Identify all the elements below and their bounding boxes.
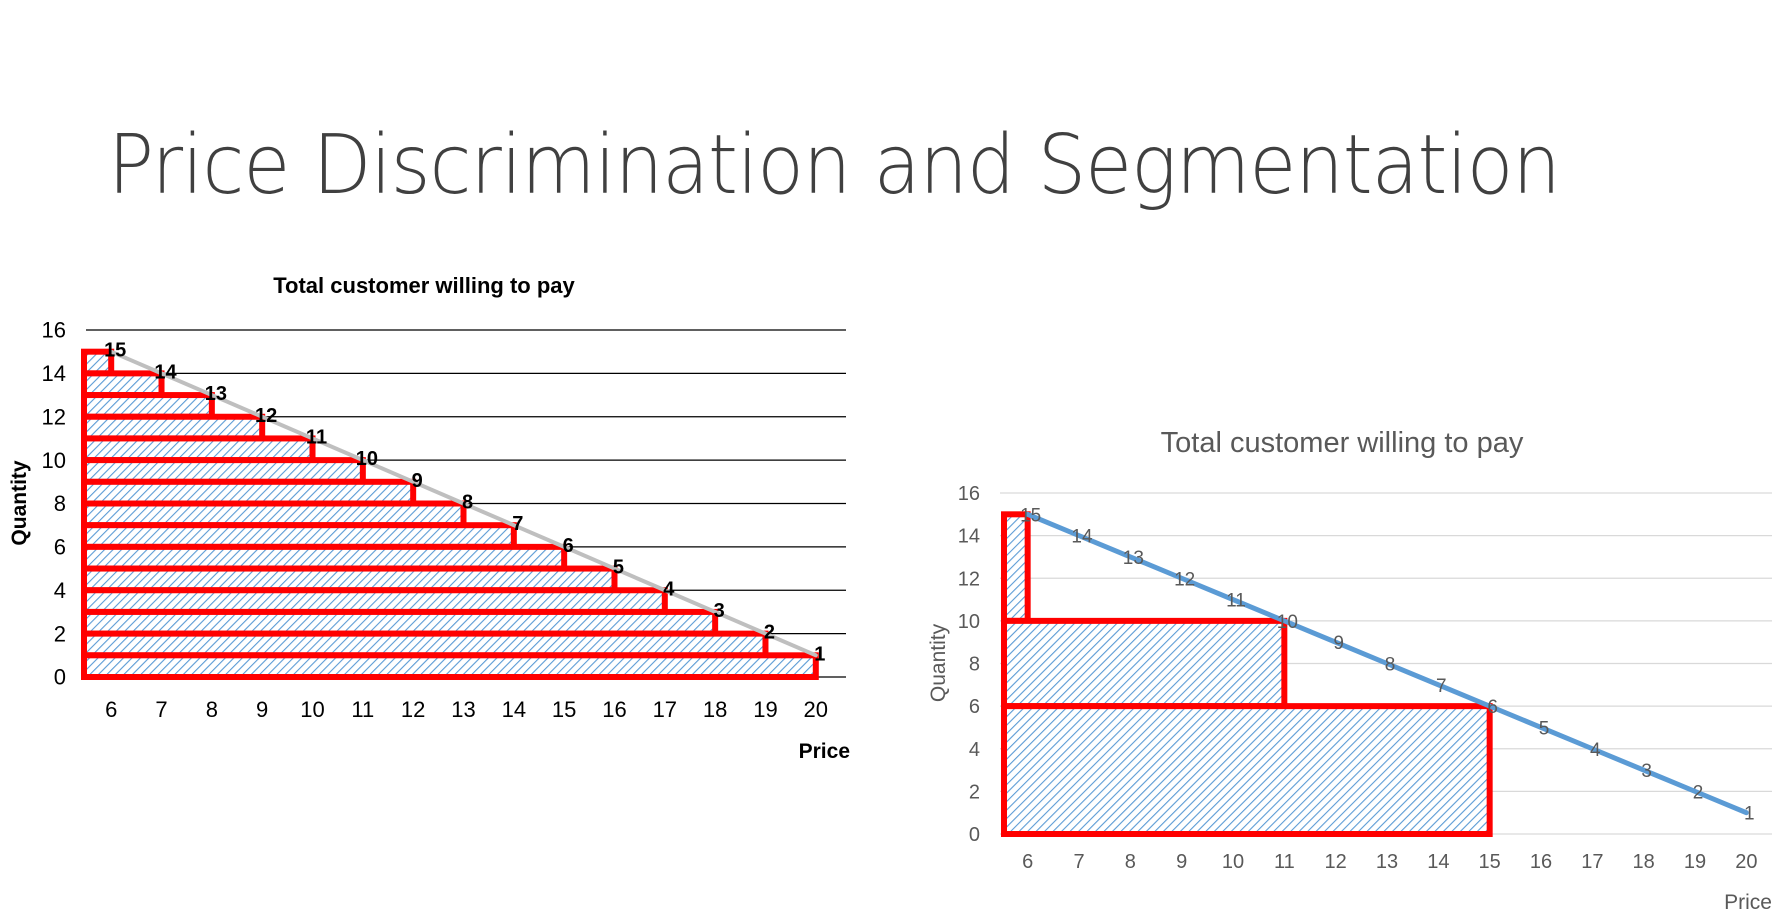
x-tick-label: 18 [1633, 851, 1655, 873]
x-tick-label: 9 [256, 697, 268, 722]
y-tick-label: 2 [54, 621, 66, 646]
x-tick-label: 11 [1274, 851, 1295, 873]
data-label: 15 [1020, 505, 1041, 526]
data-label: 4 [663, 578, 675, 600]
data-label: 15 [104, 340, 126, 362]
x-tick-label: 12 [1325, 851, 1347, 873]
x-tick-label: 9 [1176, 851, 1187, 873]
data-label: 5 [1539, 718, 1550, 739]
x-tick-label: 7 [155, 697, 167, 722]
y-tick-label: 0 [969, 824, 980, 846]
chart-title: Total customer willing to pay [1161, 427, 1524, 459]
x-tick-label: 17 [1581, 851, 1603, 873]
data-label: 8 [462, 492, 473, 514]
x-tick-label: 8 [206, 697, 218, 722]
data-label: 9 [1333, 633, 1344, 654]
data-label: 8 [1385, 655, 1396, 676]
x-tick-label: 19 [1684, 851, 1706, 873]
y-tick-label: 8 [969, 654, 980, 676]
y-tick-label: 16 [958, 483, 980, 505]
x-tick-label: 10 [1222, 851, 1244, 873]
segment-bar [1001, 511, 1031, 624]
x-axis-title: Price [1724, 891, 1772, 914]
y-tick-label: 10 [42, 448, 66, 473]
data-label: 9 [412, 470, 423, 492]
y-tick-label: 6 [969, 696, 980, 718]
x-tick-label: 10 [300, 697, 324, 722]
y-tick-label: 4 [54, 578, 66, 603]
x-axis-title: Price [799, 740, 850, 763]
x-tick-label: 15 [1479, 851, 1501, 873]
y-tick-label: 6 [54, 535, 66, 560]
segment-bar [81, 652, 819, 680]
x-tick-label: 7 [1073, 851, 1084, 873]
segment-bar [1001, 703, 1493, 837]
x-tick-label: 14 [1427, 851, 1449, 873]
data-label: 13 [205, 383, 227, 405]
x-tick-label: 20 [1735, 851, 1757, 873]
y-axis-title: Quantity [8, 460, 31, 545]
y-tick-label: 2 [969, 781, 980, 803]
x-tick-label: 16 [1530, 851, 1552, 873]
x-tick-label: 6 [1022, 851, 1033, 873]
data-label: 14 [1071, 527, 1093, 548]
x-tick-label: 12 [401, 697, 425, 722]
x-tick-label: 13 [1376, 851, 1398, 873]
x-tick-label: 14 [502, 697, 526, 722]
data-label: 13 [1123, 548, 1144, 569]
y-tick-label: 16 [42, 318, 66, 343]
data-label: 14 [154, 361, 177, 383]
data-label: 7 [1436, 676, 1447, 697]
x-tick-label: 13 [451, 697, 475, 722]
data-label: 2 [1693, 782, 1704, 803]
data-label: 7 [512, 513, 523, 535]
y-tick-label: 12 [958, 568, 980, 590]
segment-bar [1001, 617, 1288, 710]
y-tick-label: 10 [958, 611, 980, 633]
data-label: 1 [1744, 804, 1755, 825]
data-label: 4 [1590, 740, 1601, 761]
data-label: 11 [1226, 591, 1246, 612]
data-label: 6 [563, 535, 574, 557]
y-tick-label: 14 [958, 526, 980, 548]
slide-title: Price Discrimination and Segmentation [108, 118, 1561, 213]
data-label: 12 [255, 405, 277, 427]
x-tick-label: 16 [602, 697, 626, 722]
data-label: 10 [356, 448, 378, 470]
data-label: 5 [613, 557, 624, 579]
data-label: 11 [306, 426, 327, 448]
x-tick-label: 11 [351, 697, 374, 722]
y-tick-label: 8 [54, 491, 66, 516]
data-label: 2 [764, 622, 775, 644]
data-label: 3 [714, 600, 725, 622]
data-label: 1 [814, 643, 825, 665]
demand-line [1025, 511, 1749, 816]
x-tick-label: 18 [703, 697, 727, 722]
y-tick-label: 0 [54, 665, 66, 690]
data-label: 6 [1487, 697, 1498, 718]
x-tick-label: 15 [552, 697, 576, 722]
y-tick-label: 14 [42, 361, 66, 386]
x-tick-label: 17 [653, 697, 677, 722]
data-label: 10 [1277, 612, 1298, 633]
y-axis-title: Quantity [927, 623, 950, 702]
data-label: 3 [1641, 761, 1652, 782]
x-tick-label: 20 [804, 697, 828, 722]
chart-title: Total customer willing to pay [273, 273, 575, 298]
y-tick-label: 12 [42, 404, 66, 429]
data-label: 12 [1174, 569, 1195, 590]
x-tick-label: 19 [753, 697, 777, 722]
demand-line [109, 349, 818, 658]
x-tick-label: 8 [1125, 851, 1136, 873]
y-tick-label: 4 [969, 739, 980, 761]
x-tick-label: 6 [105, 697, 117, 722]
